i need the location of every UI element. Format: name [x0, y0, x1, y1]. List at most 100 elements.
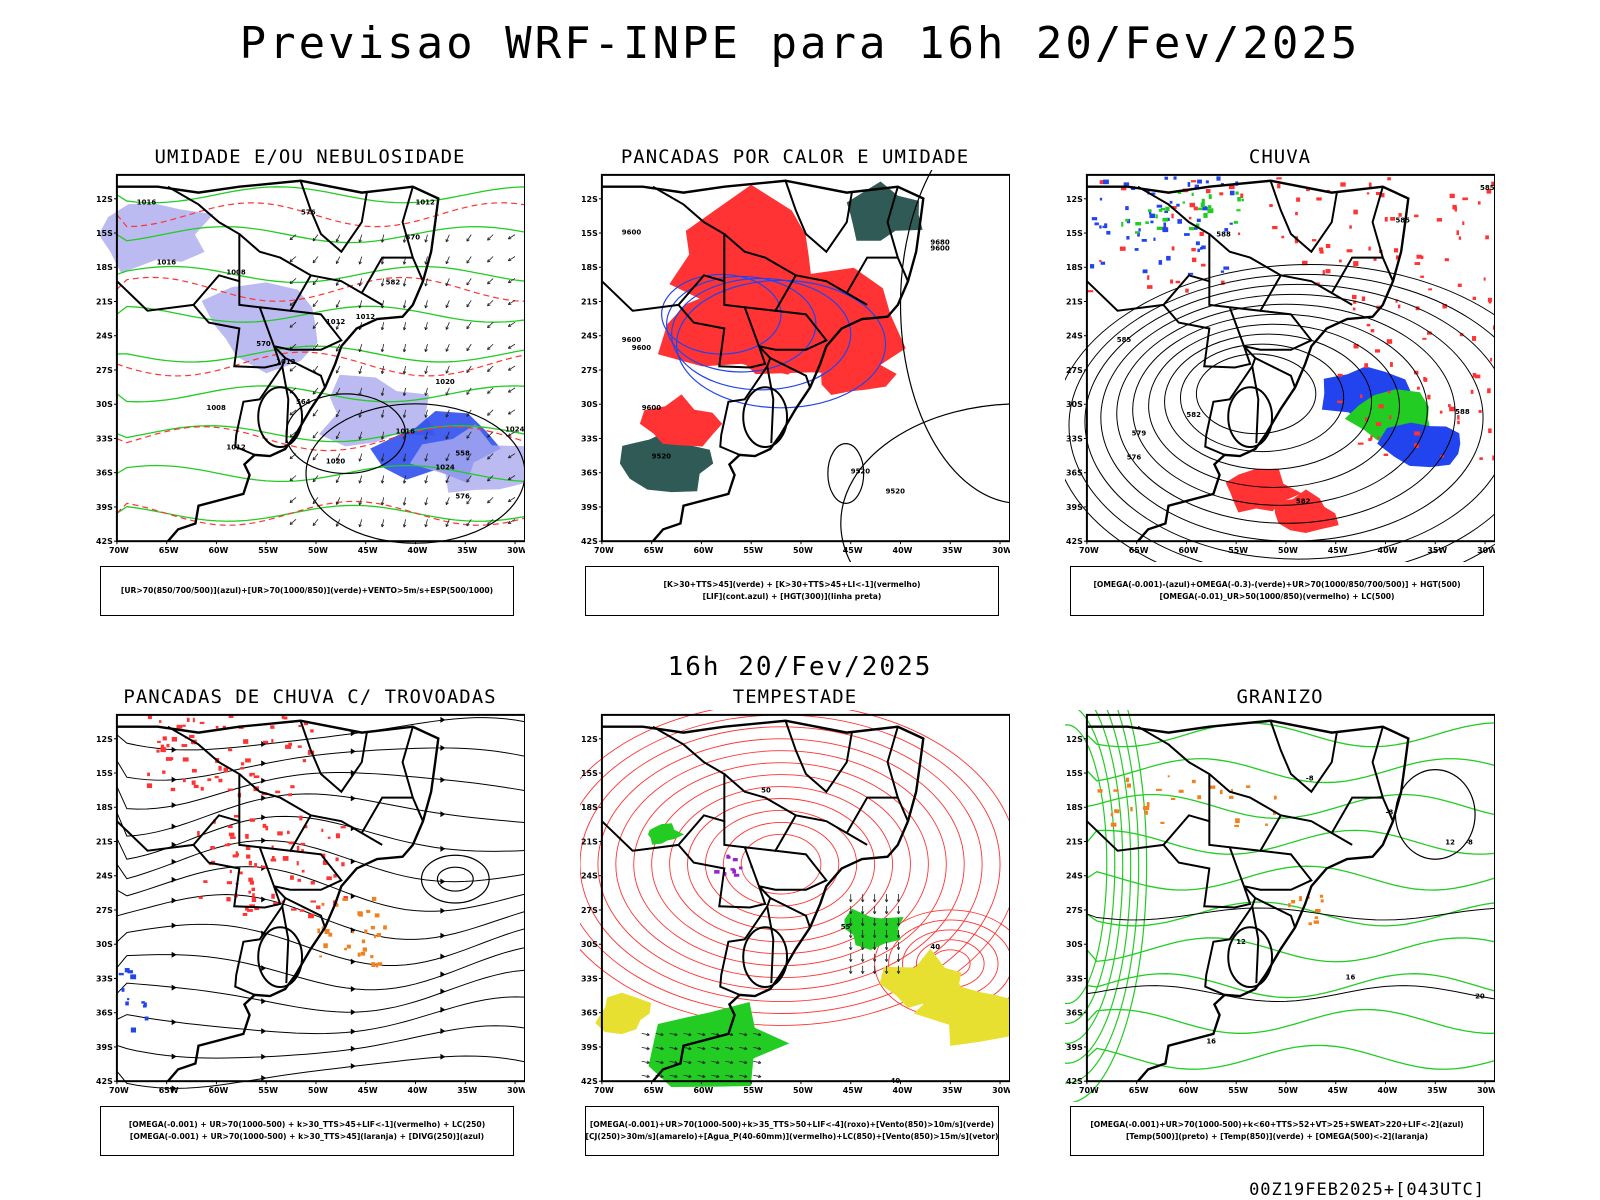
wind-vector — [508, 321, 516, 327]
storm-orange-speck — [370, 955, 374, 959]
lon-tick-label: 65W — [159, 546, 179, 555]
storm-red-speck — [301, 849, 304, 853]
state-border — [758, 849, 828, 891]
wind-vector — [336, 322, 341, 330]
wind-vector-head — [289, 499, 293, 503]
wind-vector-head — [402, 327, 407, 331]
wind-vector — [312, 453, 319, 461]
wind850-vector — [669, 1074, 678, 1078]
wind-vector-head — [380, 348, 385, 353]
streamline-lc250-arrowhead — [171, 841, 177, 848]
wind-vector-head — [507, 476, 512, 481]
wind850-vector-head — [646, 1060, 650, 1065]
wind850-vector-head — [674, 1074, 678, 1079]
wind-vector-head — [289, 324, 293, 328]
storm-red-speck — [245, 833, 249, 839]
wind-vector-head — [335, 326, 339, 330]
rain-shade-blue — [1321, 366, 1412, 424]
wind850-vector-head — [848, 899, 853, 903]
rain-red-speck — [1386, 339, 1393, 344]
rain-blue-speck — [1184, 233, 1190, 236]
lon-tick-label: 30W — [992, 546, 1010, 555]
lat-tick-label: 15S — [96, 229, 113, 238]
wind-vector-head — [507, 345, 512, 349]
wind-vector-head — [358, 392, 362, 396]
wind-vector — [359, 475, 363, 484]
lat-tick-label: 39S — [581, 1043, 598, 1052]
wind850-vector-head — [744, 1046, 748, 1051]
wind-vector — [508, 409, 516, 415]
lon-tick-label: 40W — [893, 1086, 913, 1095]
wind850-vector-head — [674, 1046, 678, 1051]
main-title: Previsao WRF-INPE para 16h 20/Fev/2025 — [239, 18, 1361, 69]
rain-blue-speck — [1126, 236, 1130, 240]
wind-vector — [508, 431, 516, 437]
wind-vector-head — [424, 326, 428, 331]
wind-vector-head — [380, 436, 385, 440]
wind-vector-head — [358, 502, 362, 506]
wind-vector-head — [424, 480, 428, 484]
lon-tick-label: 30W — [1477, 546, 1495, 555]
rain-green-speck — [1207, 208, 1214, 214]
contour-label: -8 — [1306, 775, 1314, 783]
wind-vector-head — [312, 281, 316, 286]
wind-vector — [312, 497, 319, 505]
wind-vector-head — [445, 348, 449, 352]
wind-vector-head — [380, 326, 385, 331]
state-border — [677, 821, 767, 909]
contour-label: 9600 — [930, 245, 950, 253]
storm-red-speck — [298, 724, 302, 728]
storm-red-speck — [207, 778, 212, 782]
rain-red-speck — [1449, 193, 1455, 199]
streamline-lc250-arrowhead — [171, 897, 177, 904]
lat-tick-label: 24S — [581, 872, 598, 881]
streamline-lc250-arrowhead — [350, 1028, 356, 1035]
storm-orange-speck — [364, 929, 368, 934]
rain-blue-speck — [1202, 206, 1208, 211]
streamline-lc250-arrowhead — [171, 951, 177, 958]
wind-vector — [289, 256, 297, 262]
streamline-lc250-arrowhead — [261, 837, 267, 844]
storm-orange-speck — [357, 952, 361, 957]
state-border — [360, 796, 413, 834]
storm-red-speck — [340, 826, 346, 829]
rain-blue-speck — [1125, 206, 1129, 211]
omega-orange-speck — [1314, 916, 1319, 919]
storm-red-speck — [162, 770, 166, 774]
state-border — [234, 885, 287, 996]
wind850-vector-head — [884, 911, 889, 915]
storm-red-speck — [301, 869, 305, 873]
wind-vector-head — [507, 520, 512, 524]
wind-vector-head — [312, 500, 316, 505]
rain-red-speck — [1375, 192, 1382, 196]
wind850-vector-head — [896, 947, 901, 950]
rain-red-speck — [1368, 182, 1372, 188]
wind-vector-head — [312, 391, 316, 395]
wind850-vector-head — [716, 1046, 720, 1051]
wind-vector-head — [289, 455, 293, 460]
rain-green-speck — [1147, 209, 1152, 213]
state-border — [886, 186, 909, 282]
lat-tick-label: 42S — [96, 1077, 113, 1086]
wind-vector — [336, 387, 341, 396]
rain-red-speck — [1373, 258, 1377, 261]
streamline-lc250-arrowhead — [261, 965, 267, 972]
map-svg: 585 585 588 585 582 579 576 588 582 12S 15S 18S 21S 2… — [1065, 173, 1495, 562]
wind-vector — [312, 519, 319, 526]
storm-red-speck — [326, 876, 332, 881]
state-border — [719, 345, 772, 456]
instability-purple-speck — [739, 866, 743, 870]
wind-vector — [359, 409, 363, 418]
wind850-vector-head — [646, 1046, 650, 1051]
wind-vector-head — [466, 479, 470, 483]
rain-blue-speck — [1149, 213, 1155, 219]
low-level-jet-contour — [580, 710, 1010, 1026]
wind-vector-head — [466, 501, 470, 505]
rain-green-speck — [1191, 192, 1194, 196]
omega-orange-speck — [1146, 802, 1150, 807]
rain-red-speck — [1375, 422, 1382, 427]
divergence-blue-speck — [142, 1004, 147, 1008]
omega-orange-speck — [1125, 777, 1130, 783]
streamline-lc250-arrowhead — [440, 744, 446, 751]
legend-line: [Temp(500)](preto) + [Temp(850)](verde) … — [1125, 1132, 1429, 1141]
